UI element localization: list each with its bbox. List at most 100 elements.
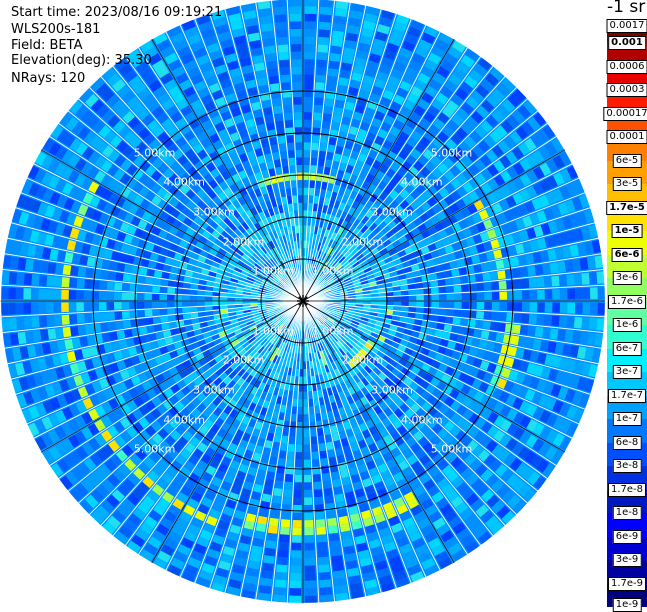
heatmap-cell — [293, 82, 302, 90]
heatmap-cell — [305, 588, 317, 596]
heatmap-cell — [276, 564, 287, 572]
heatmap-cell — [309, 406, 314, 414]
heatmap-cell — [587, 257, 596, 270]
heatmap-cell — [79, 337, 88, 347]
heatmap-cell — [304, 112, 312, 120]
heatmap-cell — [61, 277, 69, 287]
heatmap-cell — [87, 257, 96, 267]
heatmap-cell — [589, 318, 597, 330]
heatmap-cell — [482, 273, 490, 281]
heatmap-cell — [333, 23, 345, 32]
heatmap-cell — [160, 316, 168, 323]
heatmap-cell — [431, 295, 439, 301]
heatmap-cell — [122, 311, 130, 319]
heatmap-cell — [279, 59, 289, 67]
heatmap-cell — [297, 172, 302, 180]
heatmap-cell — [305, 565, 316, 573]
heatmap-cell — [70, 326, 79, 336]
heatmap-cell — [300, 361, 303, 369]
heatmap-cell — [290, 29, 301, 37]
heatmap-cell — [295, 460, 302, 468]
heatmap-cell — [102, 333, 111, 342]
heatmap-cell — [335, 494, 344, 503]
heatmap-cell — [314, 105, 322, 113]
heatmap-cell — [304, 452, 310, 460]
heatmap-cell — [298, 392, 302, 400]
heatmap-cell — [303, 218, 306, 226]
heatmap-cell — [294, 112, 302, 120]
heatmap-cell — [304, 120, 311, 128]
heatmap-cell — [262, 100, 271, 109]
heatmap-cell — [261, 23, 273, 32]
heatmap-cell — [294, 104, 302, 112]
heatmap-cell — [115, 321, 123, 329]
heatmap-cell — [17, 332, 26, 344]
heatmap-cell — [262, 494, 271, 503]
heatmap-cell — [304, 520, 313, 528]
heatmap-cell — [292, 67, 301, 75]
heatmap-cell — [461, 285, 469, 292]
heatmap-cell — [544, 315, 552, 325]
heatmap-cell — [123, 320, 131, 328]
heatmap-cell — [572, 331, 581, 343]
heatmap-cell — [304, 135, 311, 143]
colorbar-tick-label: 1e-9 — [613, 598, 642, 612]
heatmap-cell — [320, 7, 332, 15]
colorbar-tick-label: 1e-6 — [613, 318, 642, 332]
heatmap-cell — [31, 303, 39, 314]
heatmap-cell — [304, 414, 309, 422]
heatmap-cell — [291, 36, 302, 44]
heatmap-cell — [107, 312, 115, 320]
range-ring-label: 4.00km — [163, 413, 205, 426]
heatmap-cell — [321, 136, 328, 144]
heatmap-cell — [205, 306, 213, 310]
heatmap-cell — [371, 298, 379, 301]
heatmap-cell — [77, 279, 85, 289]
heatmap-cell — [273, 488, 282, 497]
heatmap-cell — [335, 585, 348, 594]
heatmap-cell — [476, 311, 484, 319]
heatmap-cell — [276, 121, 284, 129]
heatmap-cell — [160, 287, 168, 293]
heatmap-cell — [124, 264, 133, 272]
heatmap-cell — [261, 570, 273, 579]
heatmap-cell — [276, 29, 287, 37]
heatmap-cell — [61, 290, 69, 300]
range-ring-label: 5.00km — [431, 443, 473, 456]
heatmap-cell — [446, 302, 454, 308]
heatmap-cell — [371, 301, 379, 304]
heatmap-cell — [552, 289, 560, 299]
heatmap-cell — [48, 329, 57, 340]
heatmap-cell — [453, 310, 461, 317]
heatmap-cell — [514, 291, 522, 300]
heatmap-cell — [324, 106, 333, 115]
heatmap-cell — [469, 302, 477, 309]
heatmap-cell — [289, 158, 295, 166]
heatmap-cell — [265, 540, 276, 549]
heatmap-cell — [267, 61, 277, 70]
heatmap-cell — [424, 302, 432, 307]
heatmap-cell — [46, 316, 54, 327]
heatmap-cell — [290, 165, 296, 173]
heatmap-cell — [145, 285, 153, 292]
heatmap-cell — [70, 266, 79, 276]
heatmap-cell — [129, 284, 137, 291]
heatmap-cell — [394, 302, 402, 306]
heatmap-cell — [304, 422, 309, 430]
heatmap-cell — [315, 82, 324, 90]
heatmap-cell — [292, 535, 302, 543]
heatmap-cell — [290, 429, 296, 437]
heatmap-cell — [265, 53, 276, 62]
heatmap-cell — [312, 143, 319, 151]
heatmap-cell — [298, 203, 302, 211]
heatmap-cell — [295, 475, 302, 483]
heatmap-cell — [152, 286, 160, 292]
heatmap-cell — [297, 414, 302, 422]
heatmap-cell — [559, 275, 567, 286]
heatmap-cell — [506, 313, 514, 322]
heatmap-cell — [469, 311, 477, 318]
heatmap-cell — [499, 302, 507, 310]
heatmap-cell — [324, 488, 333, 497]
heatmap-cell — [477, 302, 485, 309]
heatmap-cell — [304, 399, 308, 407]
